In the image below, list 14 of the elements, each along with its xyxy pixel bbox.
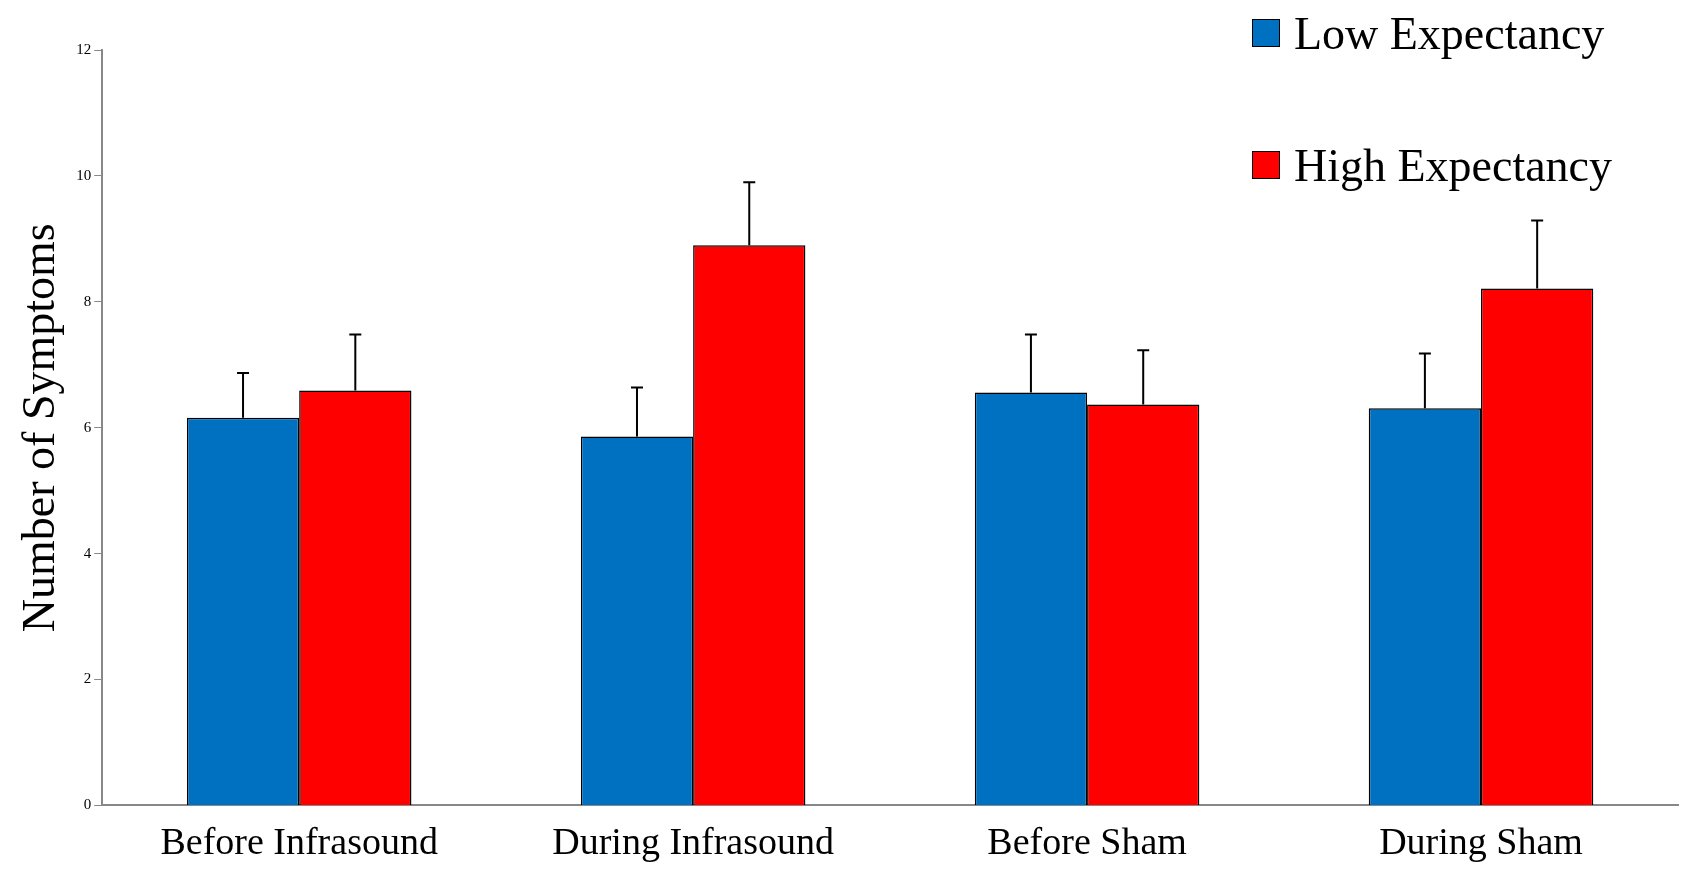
y-tick-label: 0 (83, 796, 92, 813)
y-tick-label: 4 (83, 544, 92, 561)
y-tick-label: 8 (83, 292, 92, 309)
x-tick-label: Before Sham (987, 820, 1187, 863)
x-tick-label: During Infrasound (552, 820, 835, 863)
y-tick-label: 10 (76, 166, 92, 183)
y-axis-title: Number of Symptoms (12, 223, 64, 633)
y-tick-label: 12 (76, 40, 92, 57)
legend-label: Low Expectancy (1293, 6, 1605, 60)
x-tick-label: During Sham (1379, 820, 1583, 863)
x-tick-label: Before Infrasound (160, 820, 438, 863)
y-tick-label: 2 (83, 670, 92, 687)
y-tick-label: 6 (83, 418, 92, 435)
legend-label: High Expectancy (1293, 138, 1612, 192)
